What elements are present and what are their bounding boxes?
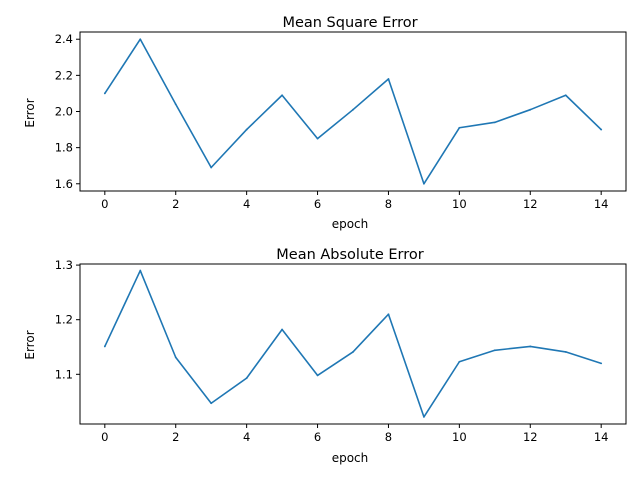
data-point: [458, 126, 461, 129]
y-tick-label: 1.6: [55, 177, 73, 191]
data-point: [139, 38, 142, 41]
chart-mean-absolute-error: Mean Absolute Error 0 2 4 6 8 10 12 14 1.1 1.2 1.3…: [23, 247, 627, 465]
data-point: [387, 313, 390, 316]
x-tick-label: 8: [385, 430, 392, 444]
x-tick-label: 10: [452, 430, 467, 444]
x-axis-label: epoch: [332, 217, 369, 231]
data-point: [600, 128, 603, 131]
x-tick-label: 2: [172, 430, 179, 444]
y-tick-label: 2.0: [55, 105, 73, 119]
y-tick-label: 1.2: [55, 313, 73, 327]
y-tick-label: 2.2: [55, 68, 73, 82]
data-point: [529, 108, 532, 111]
x-tick-label: 6: [314, 430, 321, 444]
x-tick-label: 12: [523, 197, 538, 211]
data-point: [458, 360, 461, 363]
data-point: [423, 416, 425, 418]
data-point: [210, 166, 213, 169]
x-tick-label: 6: [314, 197, 321, 211]
x-tick-label: 10: [452, 197, 467, 211]
plot-frame: [79, 263, 627, 425]
chart-title: Mean Absolute Error: [276, 247, 423, 263]
data-point: [139, 269, 142, 272]
data-point: [529, 345, 532, 348]
data-point: [387, 78, 390, 80]
chart-mean-square-error: Mean Square Error 0 2 4 6 8 10 12 14 1.6 1.8 2.0 2.…: [23, 15, 627, 231]
data-point: [245, 128, 248, 131]
data-point: [174, 356, 177, 359]
data-point: [174, 103, 177, 106]
data-point: [210, 402, 213, 405]
data-point: [103, 92, 106, 95]
data-point: [600, 362, 603, 365]
data-point: [281, 328, 283, 331]
data-point: [316, 137, 319, 140]
data-point: [245, 377, 248, 380]
data-point: [103, 345, 106, 348]
data-point: [564, 351, 567, 353]
y-tick-label: 2.4: [55, 32, 73, 46]
data-point: [352, 351, 354, 353]
x-tick-label: 4: [243, 430, 250, 444]
data-point: [316, 374, 319, 377]
x-tick-label: 2: [172, 197, 179, 211]
chart-title: Mean Square Error: [282, 15, 417, 31]
y-tick-label: 1.1: [55, 367, 73, 381]
x-tick-label: 0: [101, 430, 108, 444]
x-tick-label: 14: [594, 197, 609, 211]
y-tick-label: 1.3: [55, 258, 73, 272]
data-point: [493, 121, 496, 124]
x-axis-label: epoch: [332, 451, 369, 465]
data-point: [423, 182, 425, 185]
data-point: [564, 94, 567, 97]
x-tick-label: 0: [101, 197, 108, 211]
y-tick-label: 1.8: [55, 141, 73, 155]
y-axis-label: Error: [23, 98, 37, 127]
x-tick-label: 14: [594, 430, 609, 444]
data-point: [352, 108, 354, 111]
data-point: [493, 349, 496, 352]
axes: 0 2 4 6 8 10 12 14 1.1 1.2 1.3: [55, 258, 627, 444]
x-tick-label: 8: [385, 197, 392, 211]
data-point: [281, 94, 283, 97]
axes: 0 2 4 6 8 10 12 14 1.6 1.8 2.0 2.2 2.4: [55, 31, 627, 211]
y-axis-label: Error: [23, 330, 37, 359]
x-tick-label: 4: [243, 197, 250, 211]
x-tick-label: 12: [523, 430, 538, 444]
